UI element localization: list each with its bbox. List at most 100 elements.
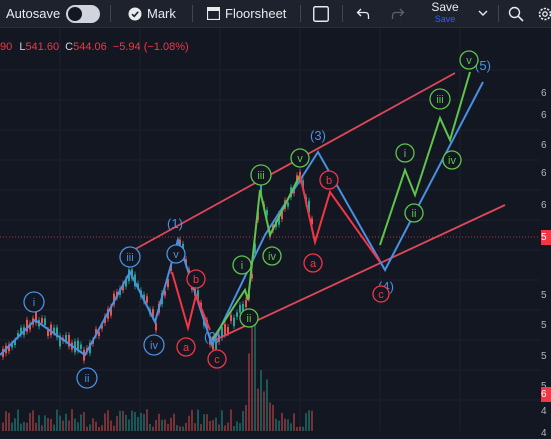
wave-label[interactable]: iv <box>442 150 462 170</box>
wave-label[interactable]: v <box>290 148 310 168</box>
wave-label[interactable]: c <box>207 349 227 369</box>
autosave-control[interactable]: Autosave <box>6 0 101 27</box>
wave-label[interactable]: iii <box>250 164 272 186</box>
volume-bar <box>197 409 199 431</box>
wave-label[interactable]: b <box>319 170 339 190</box>
wave-label[interactable]: iii <box>429 88 451 110</box>
wave-label[interactable]: ii <box>239 308 259 328</box>
wave-label[interactable]: (5) <box>475 58 491 73</box>
candle-body <box>56 327 58 338</box>
floorsheet-icon <box>207 7 220 20</box>
wave-label-circle <box>442 150 462 170</box>
save-menu-button[interactable] <box>478 0 488 27</box>
wave-label[interactable]: b <box>186 269 206 289</box>
fullscreen-button[interactable] <box>313 0 329 27</box>
volume-bar <box>176 425 178 431</box>
volume-bar <box>23 421 25 431</box>
candle-body <box>155 322 157 331</box>
volume-bar <box>74 418 76 431</box>
volume-bar <box>203 414 205 431</box>
candle-body <box>50 324 52 336</box>
mark-button[interactable]: Mark <box>128 0 176 27</box>
candle-body <box>239 304 241 313</box>
wave-label[interactable]: i <box>232 255 252 275</box>
candle-body <box>14 340 16 345</box>
volume-bar <box>215 417 217 431</box>
save-button[interactable]: Save Save <box>425 1 465 25</box>
wave-label-circle <box>303 253 323 273</box>
candle-body <box>266 209 268 216</box>
volume-bar <box>68 420 70 431</box>
price-tick: 6 <box>541 140 547 151</box>
wave-label[interactable]: iii <box>119 246 141 268</box>
volume-bar <box>89 424 91 431</box>
undo-button[interactable] <box>356 0 370 27</box>
wave-label[interactable]: (3) <box>310 128 326 143</box>
volume-bar <box>125 414 127 431</box>
settings-button[interactable] <box>537 0 551 27</box>
volume-bar <box>182 426 184 431</box>
floorsheet-button[interactable]: Floorsheet <box>207 0 286 27</box>
wave-label[interactable]: ii <box>76 367 98 389</box>
candle-body <box>287 202 289 207</box>
autosave-toggle[interactable] <box>66 4 101 23</box>
wave-label[interactable]: v <box>166 244 186 264</box>
wave-label-circle <box>23 291 45 313</box>
candle-body <box>89 342 91 354</box>
volume-bar <box>113 425 115 431</box>
volume-bar <box>179 426 181 431</box>
volume-bar <box>53 424 55 431</box>
volume-bar <box>107 410 109 431</box>
volume-bar <box>185 422 187 431</box>
volume-bar <box>275 418 277 431</box>
volume-bar <box>170 417 172 431</box>
volume-bar <box>260 370 262 431</box>
wave-label-circle <box>239 308 259 328</box>
candle-body <box>77 340 79 351</box>
undo-icon <box>356 8 370 19</box>
change-value: −5.94 (−1.08%) <box>112 41 189 53</box>
volume-bar <box>80 414 82 431</box>
wave-label-text: c <box>378 289 384 301</box>
volume-bar <box>239 423 241 431</box>
candle-body <box>164 290 166 296</box>
volume-bar <box>248 353 250 431</box>
save-sub-label: Save <box>434 14 456 24</box>
wave-label-text: ii <box>412 208 417 220</box>
green-wave-path-1 <box>211 174 301 341</box>
volume-bar <box>269 402 271 431</box>
wave-label[interactable]: (1) <box>167 216 183 231</box>
volume-bar <box>5 411 7 431</box>
wave-label[interactable]: (2) <box>204 329 220 344</box>
wave-label[interactable]: i <box>23 291 45 313</box>
candle-body <box>47 329 49 336</box>
wave-label-circle <box>250 164 272 186</box>
quick-search-button[interactable] <box>508 0 524 27</box>
current-price-badge: 5 <box>541 230 551 245</box>
wave-label[interactable]: iv <box>143 334 165 356</box>
wave-label[interactable]: i <box>395 143 415 163</box>
wave-label-text: iv <box>268 251 276 263</box>
candle-body <box>137 283 139 288</box>
volume-bar <box>254 321 256 431</box>
price-tick: 4 <box>541 428 547 439</box>
wave-label[interactable]: iv <box>262 246 282 266</box>
candle-body <box>35 311 37 323</box>
wave-label-text: v <box>173 249 179 261</box>
volume-bar <box>35 422 37 431</box>
wave-label[interactable]: v <box>459 50 479 70</box>
volume-bar <box>95 421 97 431</box>
wave-label-text: v <box>297 153 303 165</box>
wave-label[interactable]: a <box>303 253 323 273</box>
redo-button[interactable] <box>391 0 405 27</box>
wave-label[interactable]: ii <box>404 203 424 223</box>
volume-bar <box>26 422 28 431</box>
wave-label[interactable]: c <box>372 285 390 303</box>
wave-label[interactable]: a <box>176 337 196 357</box>
candle-body <box>26 319 28 332</box>
candle-body <box>296 175 298 182</box>
green-wave-path-2 <box>379 71 471 246</box>
wave-label-circle <box>262 246 282 266</box>
volume-bar <box>245 405 247 431</box>
